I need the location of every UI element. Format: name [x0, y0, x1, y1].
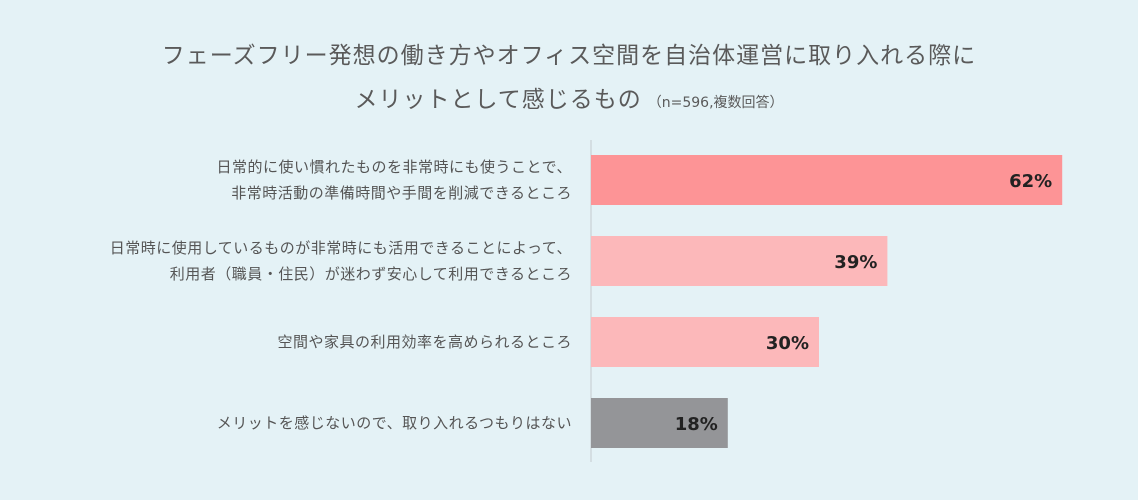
category-label-3-line-1: 空間や家具の利用効率を高められるところ: [277, 333, 572, 351]
bar-4: [591, 398, 728, 448]
chart-subtitle-line: メリットとして感じるもの （n=596,複数回答）: [0, 80, 1138, 114]
value-label-2: 39%: [834, 252, 877, 273]
bars-group: 62% 日常的に使い慣れたものを非常時にも使うことで、非常時活動の準備時間や手間を…: [110, 140, 1063, 462]
category-label-1-line-1: 日常的に使い慣れたものを非常時にも使うことで、: [217, 158, 572, 176]
value-label-4: 18%: [675, 414, 718, 435]
chart-subtitle: メリットとして感じるもの: [354, 87, 642, 113]
bar-2: [591, 236, 888, 286]
chart-title: フェーズフリー発想の働き方やオフィス空間を自治体運営に取り入れる際に: [161, 43, 977, 69]
bar-3: [591, 317, 819, 367]
value-label-3: 30%: [766, 333, 809, 354]
category-label-1-line-2: 非常時活動の準備時間や手間を削減できるところ: [231, 184, 572, 202]
category-label-4-line-1: メリットを感じないので、取り入れるつもりはない: [217, 414, 572, 432]
category-label-2-line-2: 利用者（職員・住民）が迷わず安心して利用できるところ: [170, 265, 572, 283]
category-label-2-line-1: 日常時に使用しているものが非常時にも活用できることによって、: [110, 239, 572, 257]
sample-note: （n=596,複数回答）: [647, 95, 784, 111]
bar-1: [591, 155, 1063, 205]
value-label-1: 62%: [1009, 171, 1052, 192]
